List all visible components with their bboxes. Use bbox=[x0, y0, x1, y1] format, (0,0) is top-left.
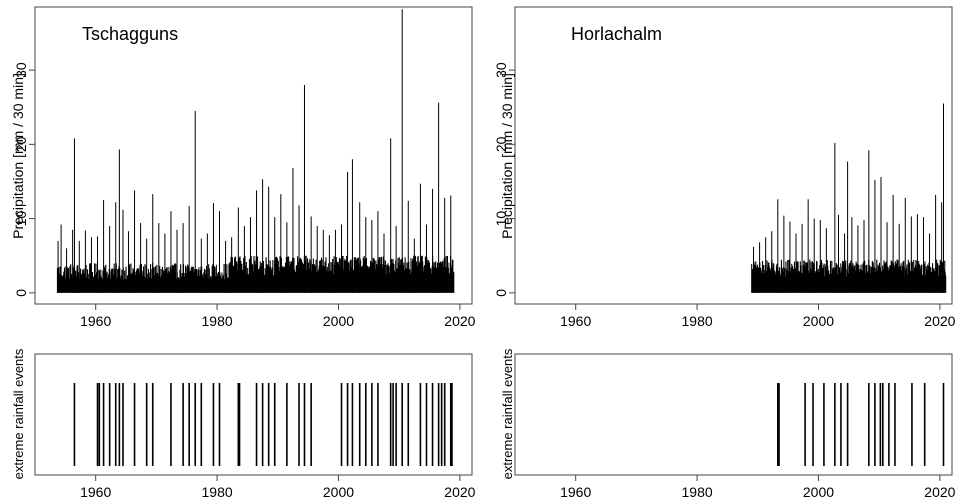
y-axis: 0 10 20 30 bbox=[493, 62, 515, 297]
dense-rainfall-bars bbox=[751, 259, 947, 293]
y-tick-label: 0 bbox=[493, 289, 509, 297]
plot-frame bbox=[34, 6, 473, 305]
y-tick-label: 0 bbox=[13, 289, 29, 297]
x-tick-label: 2020 bbox=[924, 313, 955, 329]
x-axis: 1960 1980 2000 2020 bbox=[560, 475, 956, 500]
x-tick-label: 2020 bbox=[444, 484, 475, 500]
y-tick-label: 10 bbox=[493, 211, 509, 227]
precipitation-series bbox=[751, 103, 947, 293]
x-tick-label: 1980 bbox=[202, 313, 233, 329]
plot-frame bbox=[34, 353, 473, 476]
x-axis: 1960 1980 2000 2020 bbox=[80, 304, 476, 329]
x-tick-label: 2020 bbox=[444, 313, 475, 329]
plot-frame bbox=[514, 353, 953, 476]
events-panel-tschagguns: extreme rainfall events 1960 1980 2000 2020 bbox=[11, 348, 476, 500]
y-axis-label: Precipitation [mm / 30 min] bbox=[499, 73, 515, 239]
y-axis-label: extreme rainfall events bbox=[500, 348, 515, 479]
y-tick-label: 30 bbox=[13, 62, 29, 78]
y-tick-label: 20 bbox=[493, 136, 509, 152]
y-tick-label: 30 bbox=[493, 62, 509, 78]
x-tick-label: 1960 bbox=[560, 313, 591, 329]
x-tick-label: 1980 bbox=[682, 484, 713, 500]
plot-frame bbox=[514, 6, 953, 305]
y-axis-label: extreme rainfall events bbox=[11, 348, 26, 479]
x-tick-label: 1960 bbox=[560, 484, 591, 500]
station-label: Horlachalm bbox=[571, 24, 662, 44]
x-tick-label: 1980 bbox=[682, 313, 713, 329]
x-axis: 1960 1980 2000 2020 bbox=[80, 475, 476, 500]
base-rainfall-bars bbox=[56, 263, 230, 293]
precipitation-panel-horlachalm: Horlachalm Precipitation [mm / 30 min] 1… bbox=[493, 6, 956, 329]
x-tick-label: 2000 bbox=[803, 484, 834, 500]
station-label: Tschagguns bbox=[82, 24, 178, 44]
x-tick-label: 2000 bbox=[323, 313, 354, 329]
x-tick-label: 1960 bbox=[80, 484, 111, 500]
x-tick-label: 1980 bbox=[202, 484, 233, 500]
precipitation-panel-tschagguns: Tschagguns Precipitation [mm / 30 min] 1… bbox=[10, 6, 476, 329]
y-axis: 0 10 20 30 bbox=[13, 62, 35, 297]
y-axis-label: Precipitation [mm / 30 min] bbox=[10, 73, 26, 239]
event-series bbox=[73, 383, 453, 466]
y-tick-label: 10 bbox=[13, 211, 29, 227]
x-tick-label: 2000 bbox=[803, 313, 834, 329]
x-tick-label: 2020 bbox=[924, 484, 955, 500]
events-panel-horlachalm: extreme rainfall events 1960 1980 2000 2020 bbox=[500, 348, 956, 500]
event-series bbox=[777, 383, 945, 466]
y-tick-label: 20 bbox=[13, 136, 29, 152]
precipitation-series bbox=[56, 9, 455, 293]
x-tick-label: 2000 bbox=[323, 484, 354, 500]
x-tick-label: 1960 bbox=[80, 313, 111, 329]
x-axis: 1960 1980 2000 2020 bbox=[560, 304, 956, 329]
